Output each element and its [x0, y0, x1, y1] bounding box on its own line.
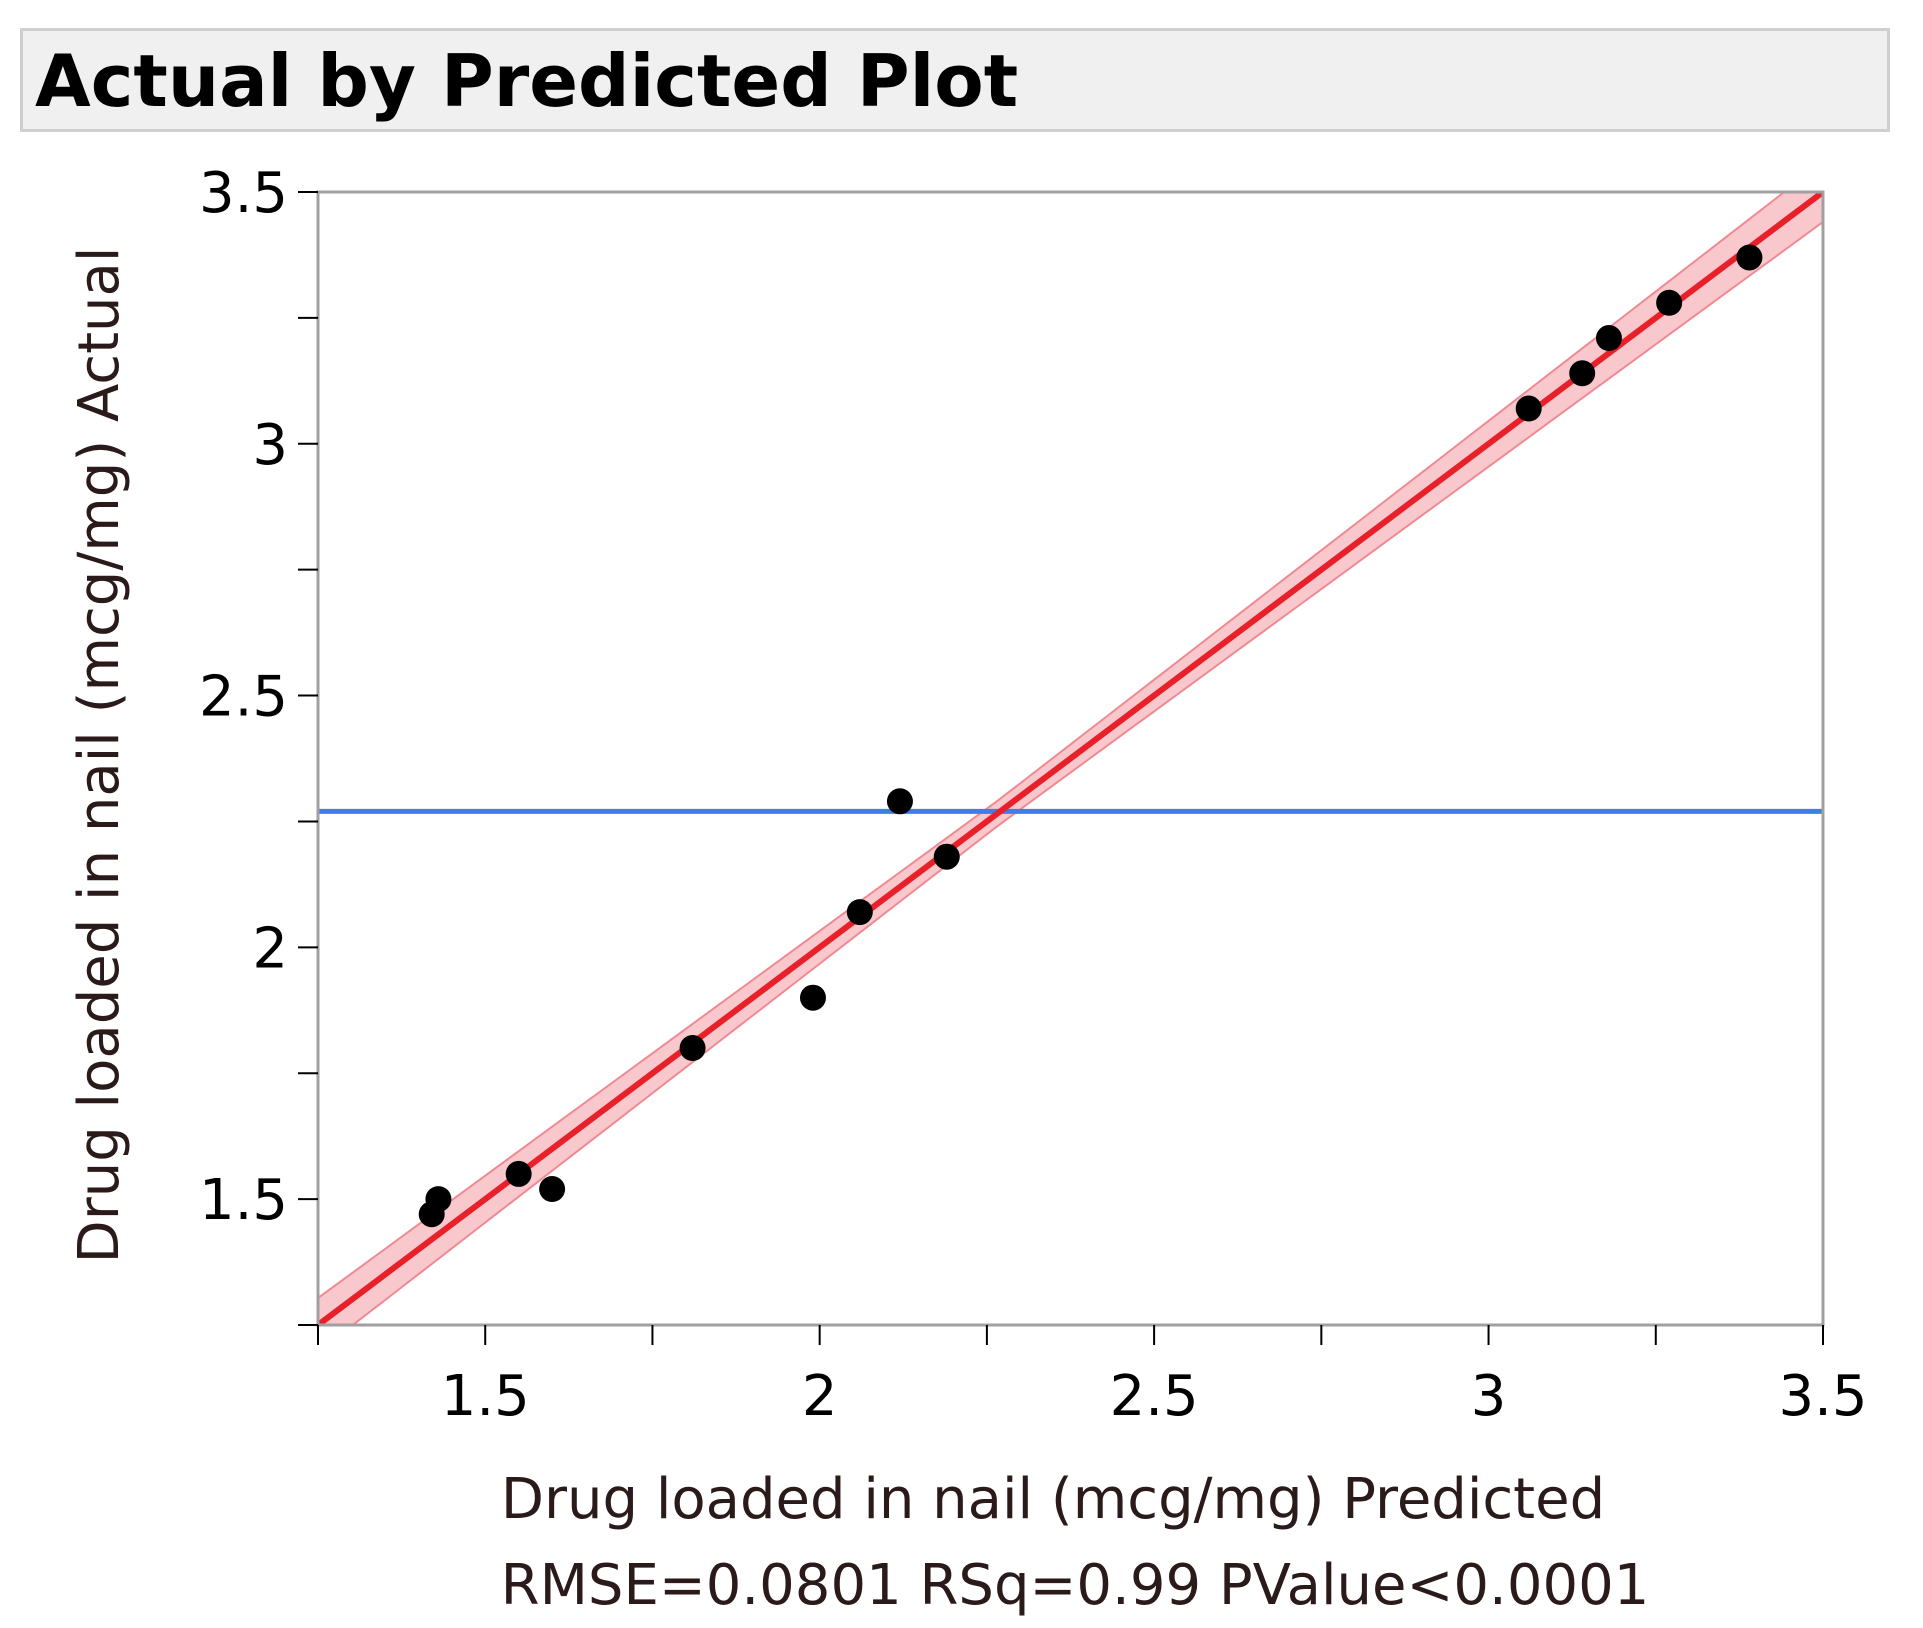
y-axis-label: Drug loaded in nail (mcg/mg) Actual: [67, 247, 132, 1264]
fit-line: [318, 192, 1823, 1325]
data-point: [886, 788, 913, 815]
x-tick-label: 3.5: [1778, 1364, 1867, 1429]
x-tick-label: 2.5: [1110, 1364, 1199, 1429]
data-point: [1736, 244, 1763, 271]
page-title: Actual by Predicted Plot: [35, 39, 1019, 123]
y-tick-label: 3: [252, 413, 288, 478]
x-axis-label: Drug loaded in nail (mcg/mg) Predicted: [501, 1467, 1605, 1532]
data-point: [679, 1035, 706, 1062]
y-tick-label: 2.5: [199, 665, 288, 730]
data-point: [505, 1160, 532, 1187]
x-tick-label: 3: [1471, 1364, 1507, 1429]
data-point: [1515, 395, 1542, 422]
fit-stats-label: RMSE=0.0801 RSq=0.99 PValue<0.0001: [501, 1553, 1650, 1618]
y-tick-label: 1.5: [199, 1168, 288, 1233]
plot-frame: [316, 190, 1825, 1327]
data-point: [1569, 360, 1596, 387]
x-tick-label: 2: [802, 1364, 838, 1429]
data-point: [933, 843, 960, 870]
data-point: [1595, 325, 1622, 352]
data-point: [846, 899, 873, 926]
title-bar: Actual by Predicted Plot: [20, 28, 1890, 132]
data-point: [539, 1176, 566, 1203]
y-tick-label: 2: [252, 916, 288, 981]
y-tick-label: 3.5: [199, 161, 288, 226]
x-tick-label: 1.5: [441, 1364, 530, 1429]
data-point: [799, 984, 826, 1011]
data-point: [425, 1186, 452, 1213]
data-point: [1656, 289, 1683, 316]
